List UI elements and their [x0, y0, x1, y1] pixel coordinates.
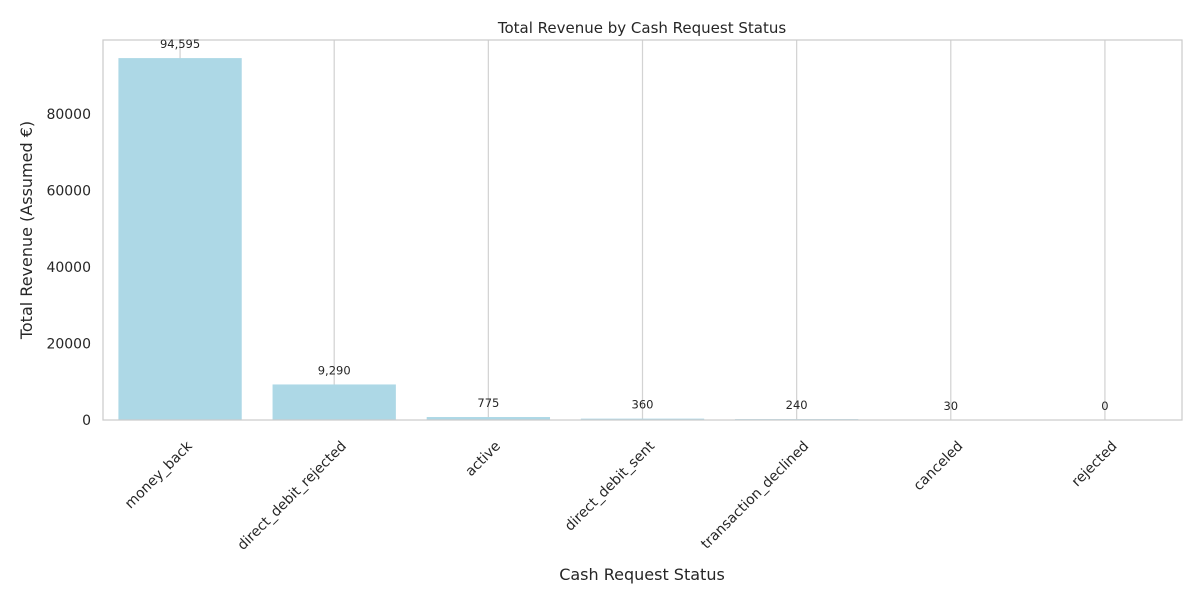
bar-money-back — [118, 58, 241, 420]
data-label: 775 — [477, 396, 499, 410]
x-axis-label: Cash Request Status — [559, 565, 725, 584]
y-tick-label: 0 — [82, 413, 91, 429]
bar-direct-debit-rejected — [273, 384, 396, 420]
y-tick-label: 40000 — [46, 260, 91, 276]
y-axis-label: Total Revenue (Assumed €) — [17, 121, 36, 340]
data-label: 94,595 — [160, 37, 200, 51]
y-tick-label: 80000 — [46, 107, 91, 123]
y-tick-label: 20000 — [46, 336, 91, 352]
data-label: 30 — [943, 399, 958, 413]
data-label: 0 — [1101, 399, 1108, 413]
y-tick-label: 60000 — [46, 183, 91, 199]
data-label: 9,290 — [318, 363, 351, 377]
data-label: 360 — [632, 398, 654, 412]
data-label: 240 — [786, 398, 808, 412]
chart-title: Total Revenue by Cash Request Status — [497, 19, 786, 37]
